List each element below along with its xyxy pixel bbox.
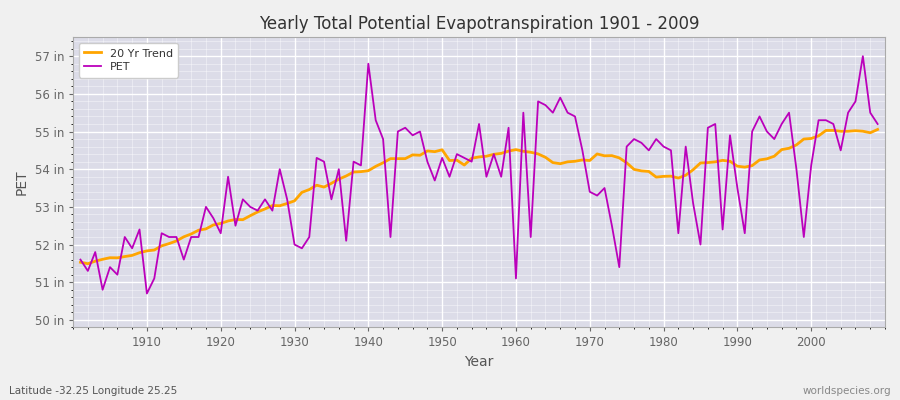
PET	[304, 235, 315, 240]
20 Yr Trend	[510, 147, 521, 152]
PET	[518, 110, 528, 115]
PET	[134, 227, 145, 232]
X-axis label: Year: Year	[464, 355, 494, 369]
20 Yr Trend	[607, 153, 617, 158]
Text: worldspecies.org: worldspecies.org	[803, 386, 891, 396]
20 Yr Trend	[348, 170, 359, 174]
PET	[607, 223, 617, 228]
Legend: 20 Yr Trend, PET: 20 Yr Trend, PET	[78, 43, 178, 78]
20 Yr Trend	[304, 187, 315, 192]
PET	[510, 276, 521, 281]
20 Yr Trend	[518, 149, 528, 154]
Text: Latitude -32.25 Longitude 25.25: Latitude -32.25 Longitude 25.25	[9, 386, 177, 396]
PET	[75, 257, 86, 262]
20 Yr Trend	[83, 261, 94, 266]
PET	[141, 291, 152, 296]
20 Yr Trend	[75, 260, 86, 265]
Line: PET: PET	[80, 56, 878, 294]
Title: Yearly Total Potential Evapotranspiration 1901 - 2009: Yearly Total Potential Evapotranspiratio…	[259, 15, 699, 33]
PET	[348, 159, 359, 164]
Y-axis label: PET: PET	[15, 170, 29, 195]
Line: 20 Yr Trend: 20 Yr Trend	[80, 130, 878, 264]
20 Yr Trend	[872, 127, 883, 132]
PET	[858, 54, 868, 58]
20 Yr Trend	[141, 248, 152, 253]
PET	[872, 122, 883, 126]
